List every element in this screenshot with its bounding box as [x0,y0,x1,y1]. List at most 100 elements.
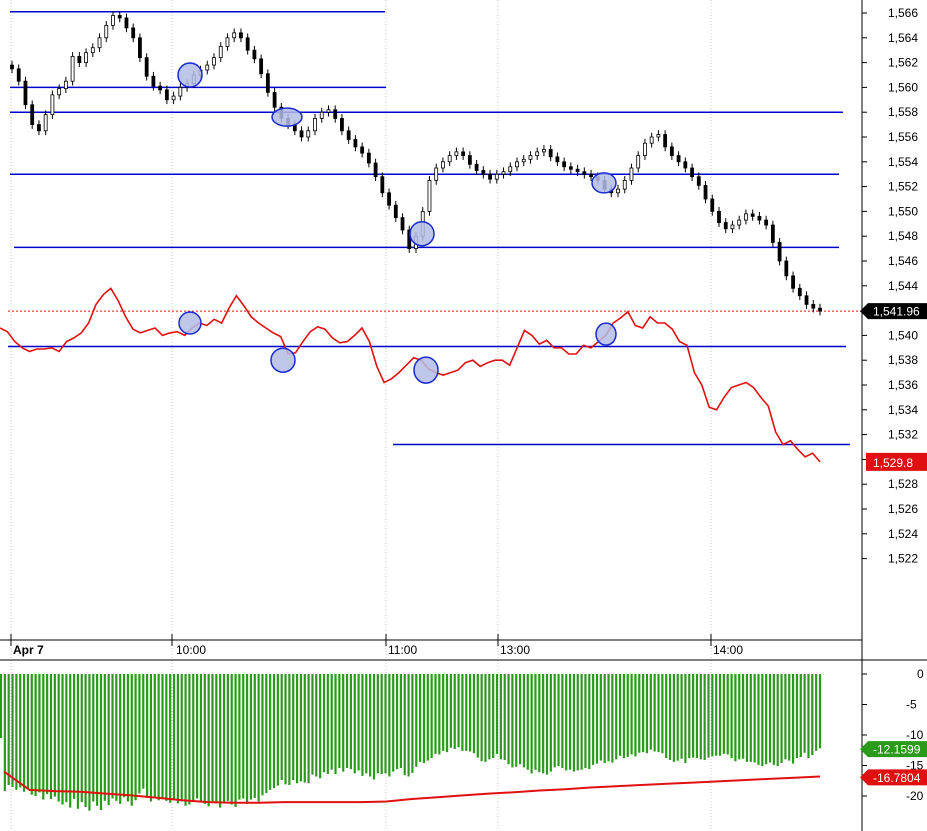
candle-body [643,142,647,156]
candle-body [427,179,432,212]
candle-body [333,109,338,119]
candle-body [434,167,439,181]
x-tick-label: 14:00 [713,643,743,657]
candle-body [400,217,405,231]
candle-body [306,130,311,138]
candle-body [669,146,674,156]
candle-body [568,166,573,170]
candle-body [447,155,452,163]
y-tick-label: 1,554 [888,155,918,169]
candle-body [616,188,620,194]
candle-body [508,166,513,173]
price-y-axis-ticks: 1,566 1,564 1,562 1,560 1,558 1,556 1,554 1,552… [862,6,918,566]
highlight-marker [413,356,439,384]
candlestick-series [10,11,822,316]
candle-body [582,171,587,175]
candle-body [144,57,149,77]
indicator-line [3,770,821,804]
candle-body [63,80,68,90]
x-tick-label: 10:00 [176,643,206,657]
y-tick-label: 1,548 [888,229,918,243]
candle-body [218,46,223,59]
highlight-marker [178,311,202,335]
candle-body [117,15,122,19]
vertical-gridlines [10,0,712,831]
candle-body [777,241,782,262]
candle-body [528,155,533,160]
candle-body [124,17,129,29]
candle-body [562,161,567,168]
candle-body [158,85,163,91]
candle-body [37,124,41,132]
candle-body [225,37,230,47]
candle-body [50,94,55,116]
candle-body [299,130,304,138]
candle-body [245,37,250,51]
y-tick-label: 1,560 [888,80,918,94]
candle-body [272,91,277,108]
y-tick-label: 1,538 [888,353,918,367]
candle-body [744,213,748,221]
indicator-line-tag-label: -16.7804 [873,771,921,785]
candle-body [252,49,257,60]
highlight-marker [595,322,617,346]
candle-body [730,224,735,230]
y-tick-label: 1,534 [888,403,918,417]
last-price-tag: 1,541.96 [860,303,927,320]
candle-body [696,176,701,186]
candle-body [151,75,156,87]
candle-body [313,118,317,132]
candle-body [104,24,109,39]
y-tick-label: 1,536 [888,378,918,392]
indicator-bars [0,674,822,811]
indicator-y-tick-label: 0 [917,667,924,681]
candle-body [205,64,210,71]
candle-body [737,219,742,226]
y-tick-label: 1,540 [888,328,918,342]
candle-body [70,56,75,82]
indicator-bar-tag-label: -12.1599 [873,743,921,757]
candle-body [791,275,795,289]
y-tick-label: 1,566 [888,6,918,20]
candle-body [30,104,35,126]
candle-body [703,184,708,200]
candle-body [663,134,668,148]
candle-body [84,52,88,64]
candle-body [548,148,553,158]
x-tick-label: 13:00 [500,643,530,657]
highlight-marker [409,220,435,247]
candle-body [797,287,802,297]
candle-body [770,224,775,243]
candle-body [784,260,789,277]
y-tick-label: 1,550 [888,204,918,218]
y-tick-label: 1,544 [888,279,918,293]
candle-body [811,303,816,309]
candle-body [319,111,324,119]
highlight-marker [270,347,296,373]
y-tick-label: 1,564 [888,31,918,45]
candle-body [131,27,136,39]
indicator-y-tick-label: -20 [906,789,924,803]
candle-body [212,57,216,66]
candle-body [575,168,580,173]
candle-body [481,170,486,175]
candle-body [717,210,721,223]
candle-body [111,15,115,26]
candle-body [690,167,694,178]
candle-body [353,139,358,148]
candle-body [622,179,627,190]
candle-body [474,163,479,171]
highlight-markers [177,62,617,384]
candle-body [750,213,755,217]
candle-body [757,215,762,221]
candle-body [77,56,82,64]
candle-body [232,32,237,39]
candle-body [393,204,398,218]
y-tick-label: 1,532 [888,428,918,442]
last-price-tag-label: 1,541.96 [873,305,920,319]
candle-body [43,114,48,132]
candle-body [346,130,351,140]
candle-body [656,134,661,138]
candle-body [97,37,102,49]
